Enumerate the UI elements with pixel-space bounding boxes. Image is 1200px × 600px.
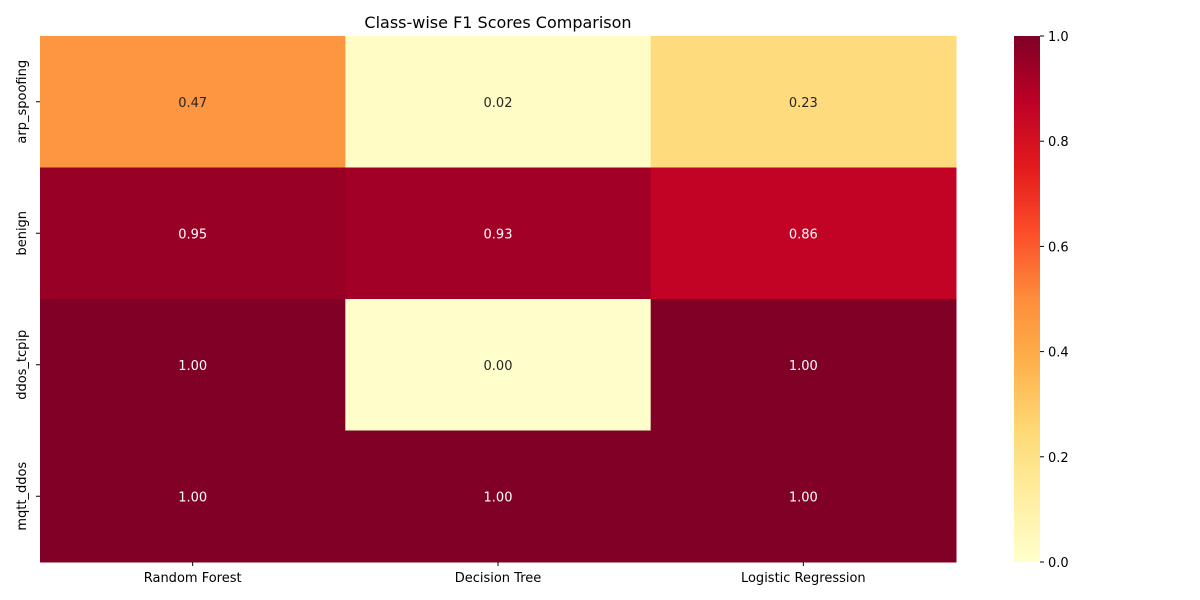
heatmap-cell bbox=[345, 167, 652, 300]
cell-value-label: 0.00 bbox=[484, 359, 513, 374]
cell-value-label: 1.00 bbox=[178, 359, 207, 374]
cell-value-label: 0.47 bbox=[178, 96, 207, 111]
colorbar-tick-label: 0.4 bbox=[1048, 346, 1069, 361]
cell-value-label: 1.00 bbox=[178, 490, 207, 505]
cell-value-label: 0.02 bbox=[484, 96, 513, 111]
cell-value-label: 0.23 bbox=[789, 96, 818, 111]
heatmap-cell bbox=[345, 36, 652, 168]
x-tick-label: Decision Tree bbox=[455, 571, 542, 586]
colorbar-tick-label: 0.6 bbox=[1048, 240, 1069, 255]
heatmap-cell bbox=[650, 299, 957, 431]
heatmap-cell bbox=[40, 167, 346, 300]
cell-value-label: 0.93 bbox=[484, 227, 513, 242]
colorbar-tick-label: 1.0 bbox=[1048, 30, 1069, 45]
y-tick-label: mqtt_ddos bbox=[15, 462, 30, 531]
x-tick-label: Random Forest bbox=[144, 571, 242, 586]
heatmap-cell bbox=[40, 36, 346, 168]
heatmap-cell bbox=[650, 36, 957, 168]
colorbar bbox=[1014, 36, 1040, 562]
colorbar-tick-label: 0.2 bbox=[1048, 451, 1069, 466]
heatmap-cell bbox=[345, 430, 652, 563]
heatmap-cell bbox=[650, 167, 957, 300]
x-tick-label: Logistic Regression bbox=[741, 571, 866, 586]
y-tick-label: ddos_tcpip bbox=[15, 330, 30, 400]
chart-title: Class-wise F1 Scores Comparison bbox=[364, 13, 631, 32]
colorbar-tick-label: 0.0 bbox=[1048, 556, 1069, 571]
x-axis: Random Forest Decision Tree Logistic Regre… bbox=[144, 562, 866, 586]
heatmap-cell bbox=[40, 430, 346, 563]
y-tick-label: benign bbox=[15, 211, 30, 256]
heatmap-cell bbox=[650, 430, 957, 563]
cell-value-label: 1.00 bbox=[484, 490, 513, 505]
colorbar-axis: 0.0 0.2 0.4 0.6 0.8 1.0 bbox=[1040, 30, 1069, 571]
heatmap-cell bbox=[345, 299, 652, 431]
cell-value-label: 0.86 bbox=[789, 227, 818, 242]
y-tick-label: arp_spoofing bbox=[15, 60, 30, 144]
heatmap-cells: 0.47 0.02 0.23 0.95 0.93 0.86 1.00 0.00 1.00 1.00… bbox=[40, 36, 957, 563]
cell-value-label: 0.95 bbox=[178, 227, 207, 242]
cell-value-label: 1.00 bbox=[789, 490, 818, 505]
cell-value-label: 1.00 bbox=[789, 359, 818, 374]
colorbar-tick-label: 0.8 bbox=[1048, 135, 1069, 150]
heatmap-cell bbox=[40, 299, 346, 431]
